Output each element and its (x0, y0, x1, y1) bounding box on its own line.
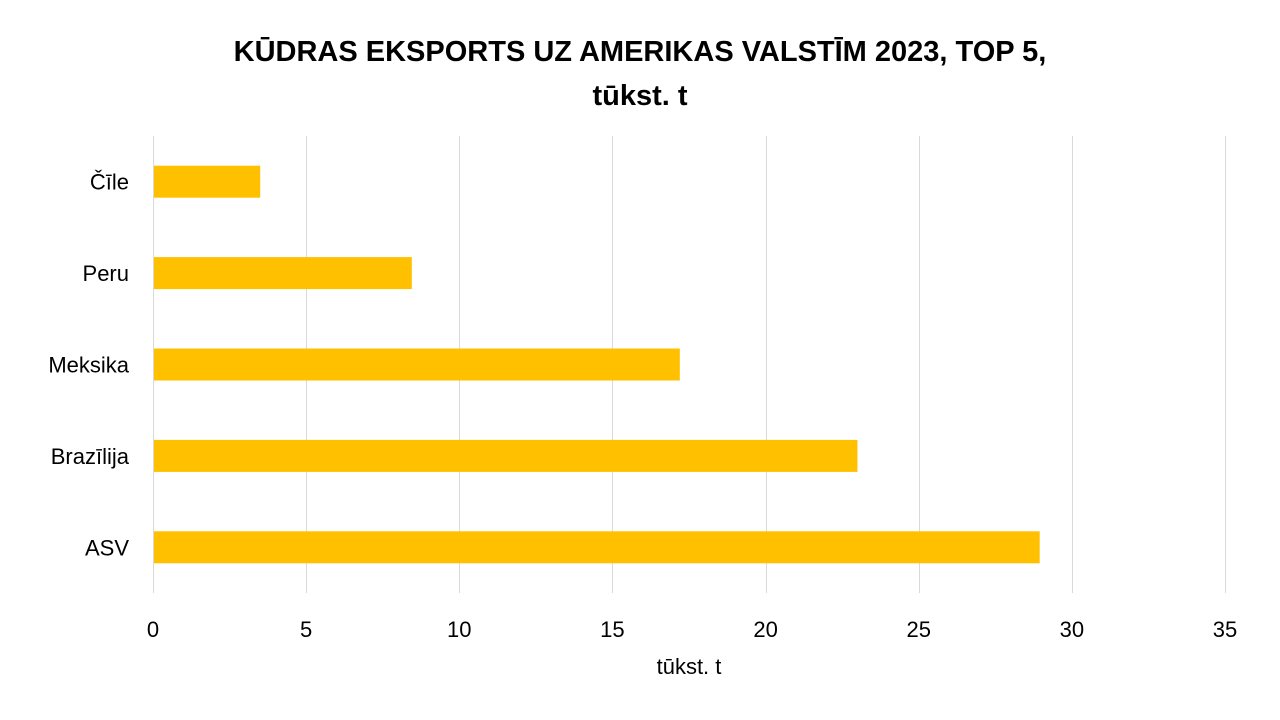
x-tick-label: 10 (447, 617, 471, 642)
x-tick-label: 25 (906, 617, 930, 642)
bar (154, 439, 858, 472)
bars (154, 165, 1040, 564)
x-tick-label: 5 (300, 617, 312, 642)
x-tick-label: 15 (600, 617, 624, 642)
category-label: Peru (83, 261, 129, 286)
bar (154, 165, 261, 198)
category-label: ASV (85, 535, 129, 560)
chart-title-line2: tūkst. t (592, 80, 688, 112)
bar (154, 348, 680, 381)
x-tick-labels: 0 5 10 15 20 25 30 35 (147, 617, 1237, 642)
chart-title-line1: KŪDRAS EKSPORTS UZ AMERIKAS VALSTĪM 2023… (233, 36, 1047, 68)
x-tick-label: 20 (753, 617, 777, 642)
x-axis-title: tūkst. t (657, 654, 722, 679)
x-tick-label: 35 (1213, 617, 1237, 642)
bar (154, 531, 1040, 564)
category-label: Meksika (48, 353, 129, 378)
category-label: Brazīlija (51, 444, 130, 469)
category-label: Čīle (90, 170, 129, 195)
category-labels: Čīle Peru Meksika Brazīlija ASV (48, 170, 129, 561)
chart-title: KŪDRAS EKSPORTS UZ AMERIKAS VALSTĪM 2023… (0, 30, 1280, 118)
bar (154, 257, 412, 290)
x-tick-label: 30 (1060, 617, 1084, 642)
x-tick-label: 0 (147, 617, 159, 642)
